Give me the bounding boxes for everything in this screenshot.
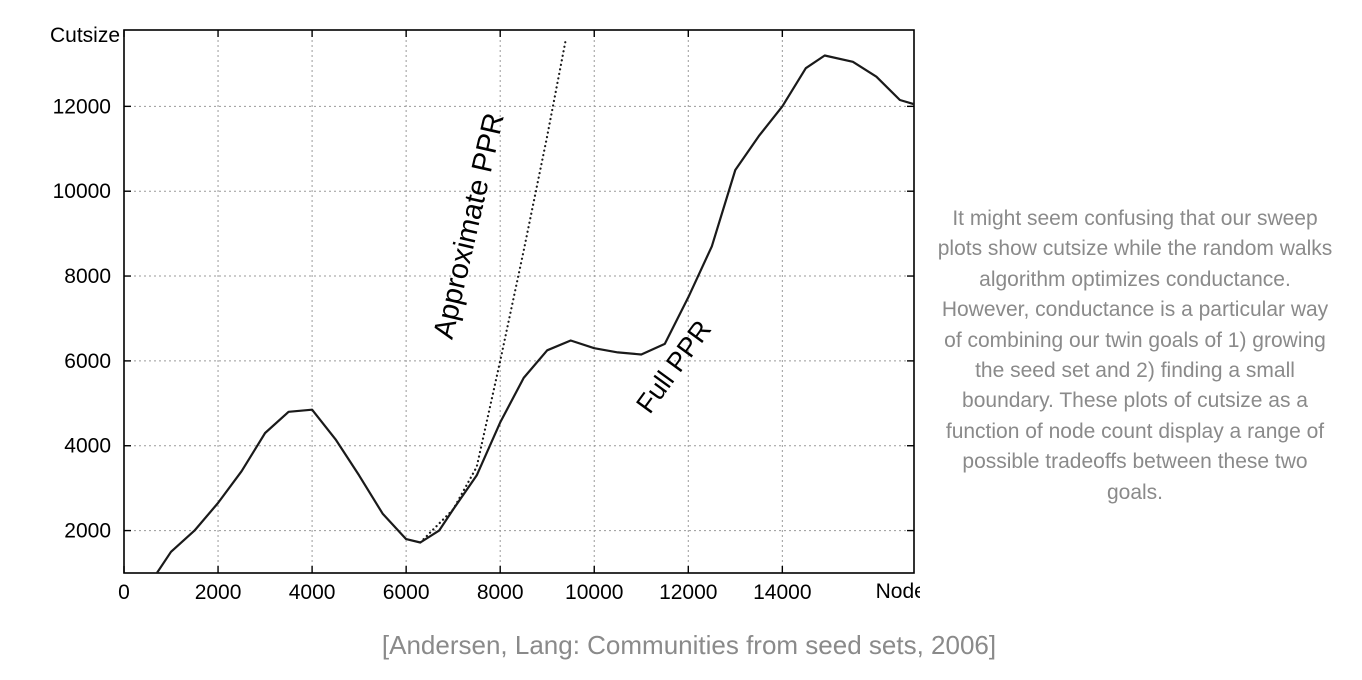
x-tick-label: 6000 xyxy=(383,581,430,604)
axis-ticks: 0 2000 4000 6000 8000 10000 12000 14000 2000 4000… xyxy=(53,30,914,604)
y-axis-label: Cutsize xyxy=(50,24,120,47)
annotation-full-ppr: Full PPR xyxy=(630,315,717,419)
plot-frame xyxy=(123,29,915,574)
x-tick-label: 8000 xyxy=(477,581,524,604)
y-tick-label: 12000 xyxy=(53,95,111,118)
series-approximate-ppr xyxy=(419,37,568,544)
y-tick-label: 8000 xyxy=(64,265,111,288)
x-tick-label: 2000 xyxy=(195,581,242,604)
x-tick-label: 4000 xyxy=(289,581,336,604)
x-tick-label: 14000 xyxy=(753,581,811,604)
x-tick-label: 10000 xyxy=(565,581,623,604)
y-tick-label: 4000 xyxy=(64,435,111,458)
y-tick-label: 6000 xyxy=(64,350,111,373)
sweep-plot: 0 2000 4000 6000 8000 10000 12000 14000 2000 4000… xyxy=(50,24,920,604)
grid xyxy=(124,30,914,573)
y-tick-label: 2000 xyxy=(64,520,111,543)
x-tick-label: 0 xyxy=(118,581,130,604)
series-full-ppr xyxy=(155,54,914,573)
y-tick-label: 10000 xyxy=(53,180,111,203)
explanatory-note: It might seem confusing that our sweep p… xyxy=(937,207,1333,504)
x-axis-label: Nodes xyxy=(876,580,920,603)
citation-text: [Andersen, Lang: Communities from seed s… xyxy=(381,630,997,660)
series xyxy=(155,37,914,573)
x-tick-label: 12000 xyxy=(659,581,717,604)
citation: [Andersen, Lang: Communities from seed s… xyxy=(0,630,1362,661)
annotation-approximate-ppr: Approximate PPR xyxy=(428,110,511,342)
